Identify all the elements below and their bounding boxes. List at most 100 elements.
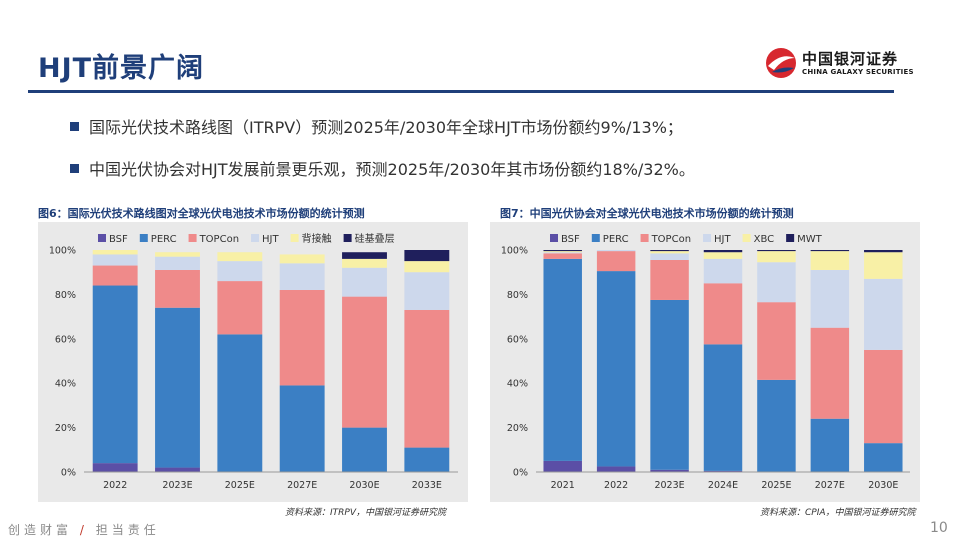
legend-swatch — [251, 234, 260, 242]
slogan-right: 担当责任 — [95, 523, 160, 537]
bar-segment-MWT-2030E — [864, 250, 903, 253]
y-tick-label: 0% — [513, 468, 528, 479]
bullet-item-2: 中国光伏协会对HJT发展前景更乐观，预测2025年/2030年其市场份额约18%… — [70, 156, 695, 180]
bar-segment-PERC-2023E — [650, 299, 689, 470]
bar-segment-硅基叠层-2033E — [404, 250, 450, 262]
galaxy-logo-icon — [766, 48, 796, 78]
legend-label: BSF — [561, 234, 580, 245]
y-tick-label: 60% — [507, 334, 528, 345]
y-tick-label: 0% — [61, 468, 76, 479]
legend-swatch — [703, 234, 712, 242]
x-tick-label: 2025E — [761, 480, 791, 491]
bar-segment-PERC-2033E — [404, 447, 450, 472]
bullet-text-2: 中国光伏协会对HJT发展前景更乐观，预测2025年/2030年其市场份额约18%… — [89, 160, 695, 179]
bar-segment-XBC-2024E — [703, 252, 743, 259]
chart-title-right: 图7：中国光伏协会对全球光伏电池技术市场份额的统计预测 — [500, 207, 794, 220]
bar-segment-PERC-2025E — [757, 379, 796, 472]
bullet-square-icon — [70, 164, 79, 173]
y-tick-label: 20% — [507, 423, 528, 434]
chart-panel-left: BSF PERC TOPCon HJT 背接触 硅基叠层 0% 20% 40% 60% 80% 100… — [38, 222, 468, 502]
bar-segment-HJT-2024E — [703, 258, 743, 284]
legend-label: 背接触 — [302, 232, 332, 245]
page-number: 10 — [930, 520, 948, 536]
legend-item-1: PERC — [139, 234, 177, 245]
bars — [543, 250, 903, 472]
stacked-bar-chart-right: BSF PERC TOPCon HJT XBC MWT 0% 20% 40% 60% 80% 100%… — [501, 234, 910, 491]
x-tick-label: 2021 — [551, 480, 575, 491]
bar-segment-TOPCon-2025E — [217, 281, 263, 335]
legend-item-2: TOPCon — [640, 234, 691, 245]
legend-swatch — [188, 234, 197, 242]
bar-segment-TOPCon-2023E — [155, 269, 200, 308]
x-tick-label: 2022 — [103, 480, 127, 491]
bar-segment-TOPCon-2023E — [650, 259, 689, 300]
x-tick-label: 2025E — [225, 480, 255, 491]
bar-segment-TOPCon-2022 — [92, 265, 138, 286]
bar-segment-BSF-2023E — [650, 469, 689, 472]
bar-segment-MWT-2027E — [810, 250, 850, 252]
bar-segment-HJT-2023E — [650, 253, 689, 260]
x-tick-label: 2024E — [708, 480, 738, 491]
legend-item-3: HJT — [703, 234, 732, 245]
legend-item-2: TOPCon — [188, 234, 239, 245]
x-tick-label: 2030E — [349, 480, 379, 491]
bar-segment-PERC-2027E — [279, 385, 325, 472]
legend-item-5: MWT — [786, 234, 823, 245]
x-tick-label: 2023E — [162, 480, 192, 491]
legend-label: TOPCon — [199, 234, 239, 245]
bar-segment-HJT-2030E — [864, 278, 903, 350]
bar-segment-BSF-2023E — [155, 467, 200, 472]
bar-segment-XBC-2030E — [864, 252, 903, 279]
bar-segment-MWT-2021 — [543, 250, 582, 252]
bar-segment-HJT-2025E — [757, 262, 796, 303]
bar-segment-背接触-2022 — [92, 250, 138, 255]
chart-title-left: 图6：国际光伏技术路线图对全球光伏电池技术市场份额的统计预测 — [38, 207, 365, 220]
bar-segment-HJT-2027E — [810, 269, 850, 328]
bar-segment-TOPCon-2030E — [342, 296, 387, 428]
bar-segment-PERC-2022 — [92, 285, 138, 464]
chart-panel-right: BSF PERC TOPCon HJT XBC MWT 0% 20% 40% 60% 80% 100%… — [490, 222, 920, 502]
y-tick-label: 40% — [507, 379, 528, 390]
bar-segment-TOPCon-2021 — [543, 253, 582, 259]
chart-source-left: 资料来源：ITRPV，中国银河证券研究院 — [285, 508, 446, 518]
legend-item-4: XBC — [742, 234, 775, 245]
footer-slogan: 创造财富 / 担当责任 — [8, 521, 160, 538]
x-tick-label: 2023E — [654, 480, 684, 491]
y-tick-label: 80% — [55, 290, 76, 301]
bar-segment-XBC-2023E — [650, 251, 689, 254]
legend-item-0: BSF — [550, 234, 580, 245]
bar-segment-HJT-2023E — [155, 256, 200, 270]
title-underline — [28, 90, 894, 93]
bar-segment-PERC-2021 — [543, 258, 582, 461]
bars — [92, 250, 450, 472]
bar-segment-BSF-2024E — [703, 470, 743, 472]
page-title: HJT前景广阔 — [38, 53, 205, 84]
legend-label: XBC — [754, 234, 775, 245]
slogan-separator: / — [79, 523, 88, 537]
bar-segment-背接触-2030E — [342, 258, 387, 268]
legend-swatch — [640, 234, 649, 242]
legend-swatch — [343, 234, 352, 242]
y-tick-label: 80% — [507, 290, 528, 301]
legend-swatch — [139, 234, 148, 242]
bar-segment-MWT-2024E — [703, 250, 743, 253]
logo-text-en: CHINA GALAXY SECURITIES — [802, 68, 914, 76]
slogan-left: 创造财富 — [8, 523, 73, 537]
bar-segment-PERC-2030E — [342, 427, 387, 472]
bar-segment-XBC-2025E — [757, 251, 796, 263]
x-tick-label: 2022 — [604, 480, 628, 491]
legend-swatch — [98, 234, 106, 242]
legend-swatch — [591, 234, 600, 242]
bar-segment-TOPCon-2025E — [757, 302, 796, 380]
bar-segment-TOPCon-2033E — [404, 309, 450, 448]
bar-segment-BSF-2022 — [92, 463, 138, 472]
bar-segment-PERC-2023E — [155, 307, 200, 468]
legend-swatch — [742, 234, 751, 242]
bar-segment-XBC-2027E — [810, 251, 850, 270]
legend-item-4: 背接触 — [290, 232, 332, 245]
bar-segment-硅基叠层-2030E — [342, 252, 387, 259]
x-tick-label: 2027E — [287, 480, 317, 491]
bar-segment-HJT-2033E — [404, 272, 450, 310]
bar-segment-TOPCon-2030E — [864, 349, 903, 444]
bar-segment-HJT-2022 — [596, 250, 636, 252]
